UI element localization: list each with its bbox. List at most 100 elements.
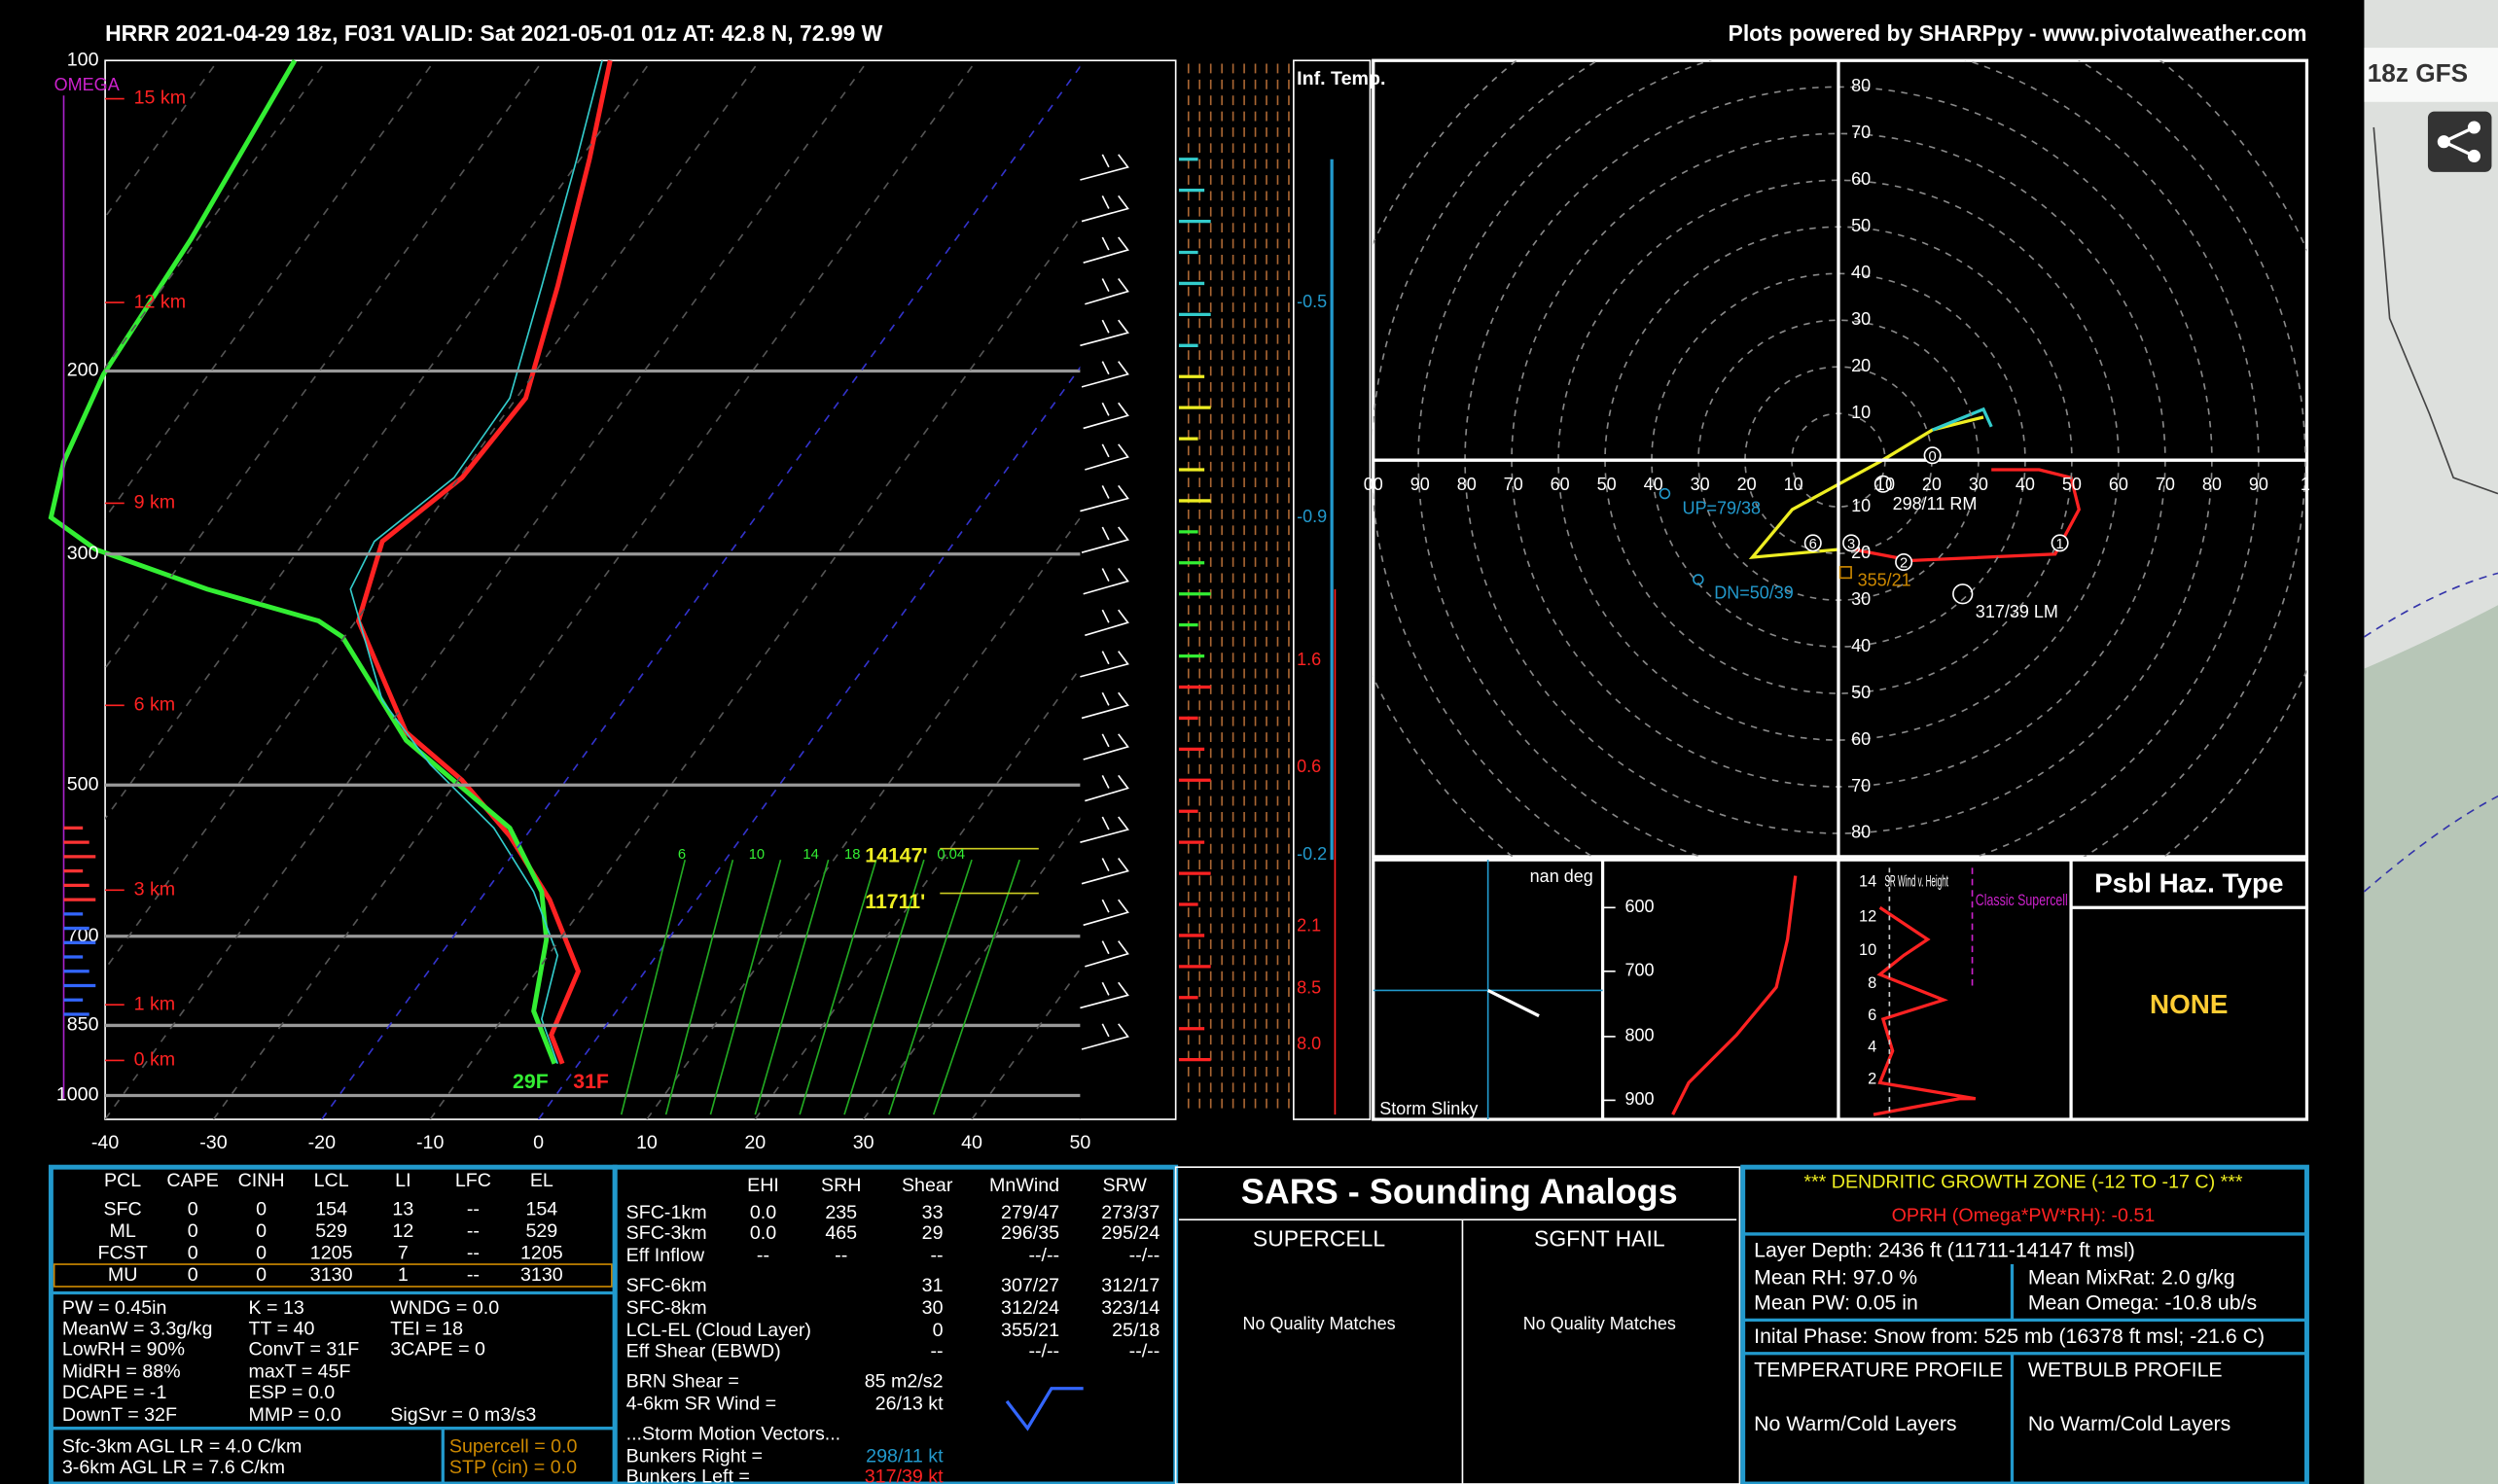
- dgz-text: Mean RH: 97.0 %: [1754, 1265, 1917, 1289]
- temp-label: 30: [853, 1132, 874, 1153]
- parcel-dividers: [51, 1290, 616, 1484]
- srwind-tick: 8: [1868, 974, 1876, 992]
- inferred-label: 0.6: [1297, 757, 1321, 776]
- dgz-dividers: [1742, 1232, 2307, 1484]
- share-dot[interactable]: [2467, 121, 2480, 134]
- temp-label: -10: [416, 1132, 444, 1153]
- parcel-cell: SFC: [103, 1199, 141, 1220]
- wetbulb-profile: [349, 60, 603, 1065]
- parcel-cell: --: [467, 1264, 480, 1286]
- dgz-oprh: OPRH (Omega*PW*RH): -0.51: [1892, 1205, 2156, 1226]
- hodo-x-label: 20: [1737, 475, 1757, 494]
- rm-marker: [1874, 475, 1892, 493]
- isotherm: [429, 215, 1081, 1120]
- kin-cell: 465: [825, 1222, 857, 1244]
- parcel-cell: 154: [525, 1199, 557, 1220]
- kin-label: Eff Shear (EBWD): [626, 1340, 781, 1361]
- index-text: LowRH = 90%: [62, 1339, 185, 1360]
- hodo-ring-label: 80: [1851, 823, 1871, 842]
- parcel-cell: --: [467, 1242, 480, 1263]
- parcel-cell: 3130: [520, 1264, 563, 1286]
- kin-cell: 25/18: [1112, 1320, 1160, 1341]
- hodo-x-label: 50: [1597, 475, 1617, 494]
- lapse-text: 3-6km AGL LR = 7.6 C/km: [62, 1457, 285, 1478]
- hodo-point: [1842, 534, 1861, 552]
- kin-cell: --: [930, 1340, 943, 1361]
- inferred-label: 8.5: [1297, 978, 1321, 998]
- kin-label: Bunkers Left =: [626, 1466, 750, 1484]
- dgz-text: Mean Omega: -10.8 ub/s: [2028, 1291, 2257, 1315]
- parcel-header: CINH: [238, 1170, 285, 1191]
- share-dot[interactable]: [2467, 149, 2480, 163]
- hodo-x-label: 80: [2202, 475, 2222, 494]
- kin-label: LCL-EL (Cloud Layer): [626, 1320, 811, 1341]
- inferred-label: -0.9: [1297, 507, 1327, 526]
- profiles: [48, 58, 2082, 1120]
- pressure-label: 700: [67, 925, 99, 946]
- share-bg[interactable]: [2427, 111, 2492, 172]
- dgz-text: WETBULB PROFILE: [2028, 1358, 2223, 1381]
- kin-cell: 0: [933, 1320, 944, 1341]
- parcel-cell: 1: [398, 1264, 409, 1286]
- hodo-up: UP=79/38: [1682, 499, 1761, 518]
- kin-label: SFC-3km: [626, 1222, 707, 1244]
- mix-label: 10: [749, 847, 765, 863]
- kin-label: SFC-8km: [626, 1297, 707, 1319]
- hodo-ring-label: 30: [1851, 309, 1871, 329]
- kin-label: 4-6km SR Wind =: [626, 1393, 776, 1414]
- hodo-x-label: 70: [2156, 475, 2175, 494]
- hodo-x-label: 60: [1551, 475, 1570, 494]
- hodo-x-label: 40: [1644, 475, 1663, 494]
- srwind-label: Classic Supercell: [1976, 892, 2068, 909]
- wind-barb: [1081, 526, 1129, 553]
- wind-barb: [1085, 278, 1129, 305]
- isotherm: [105, 60, 761, 971]
- hodo-x-label: 90: [2249, 475, 2268, 494]
- hodo-ring-label: 40: [1851, 636, 1871, 655]
- hodo-x-label: 90: [1410, 475, 1430, 494]
- dgz-text: No Warm/Cold Layers: [2028, 1412, 2230, 1435]
- kin-label: SFC-6km: [626, 1275, 707, 1296]
- temp-label: -40: [91, 1132, 119, 1153]
- composite-text: Supercell = 0.0: [449, 1436, 578, 1458]
- credit: Plots powered by SHARPpy - www.pivotalwe…: [1729, 20, 2307, 46]
- map-contour: [2363, 572, 2498, 893]
- mix-label: 18: [844, 847, 860, 863]
- wind-barb: [1083, 899, 1129, 927]
- parcel-cell: 3130: [310, 1264, 353, 1286]
- share-dot[interactable]: [2437, 135, 2450, 149]
- composite-text: STP (cin) = 0.0: [449, 1457, 577, 1478]
- parcel-cell: 1205: [520, 1242, 563, 1263]
- mix-label: 6: [678, 847, 686, 863]
- mixing-line: [888, 859, 973, 1115]
- hodo-cyan: [1931, 406, 1993, 432]
- dn-marker: [1693, 574, 1704, 585]
- wind-barb: [1085, 774, 1129, 802]
- kin-cell: 307/27: [1001, 1275, 1059, 1296]
- index-text: DownT = 32F: [62, 1404, 177, 1426]
- pressure-label: 300: [67, 543, 99, 564]
- sfc-dew: 31F: [573, 1070, 609, 1093]
- hazard-title: Psbl Haz. Type: [2094, 868, 2283, 899]
- hodo-ring-label: 70: [1851, 776, 1871, 795]
- wind-barb: [1081, 194, 1129, 223]
- sars-dividers: [1178, 1219, 1737, 1484]
- slinky-axes: [1373, 860, 1603, 1120]
- inferred-label: 1.6: [1297, 650, 1321, 669]
- kin-label: Bunkers Right =: [626, 1445, 763, 1466]
- sars-hail: SGFNT HAIL: [1534, 1226, 1665, 1252]
- sars-result: No Quality Matches: [1523, 1314, 1676, 1333]
- sars-title: SARS - Sounding Analogs: [1241, 1172, 1678, 1212]
- height-label: 6 km: [134, 694, 176, 716]
- parcel-header: LI: [395, 1170, 410, 1191]
- theta-profile: [1671, 875, 1798, 1115]
- kin-cell: 296/35: [1001, 1222, 1059, 1244]
- parcel-cell: 529: [315, 1220, 347, 1242]
- parcel-cell: 0: [256, 1199, 267, 1220]
- lapse-text: Sfc-3km AGL LR = 4.0 C/km: [62, 1436, 303, 1458]
- isotherm: [105, 60, 436, 519]
- kin-cell: 30: [922, 1297, 944, 1319]
- share-button[interactable]: [2427, 111, 2492, 172]
- wind-barb: [1085, 443, 1129, 471]
- hodo-ring-label: 80: [1851, 76, 1871, 95]
